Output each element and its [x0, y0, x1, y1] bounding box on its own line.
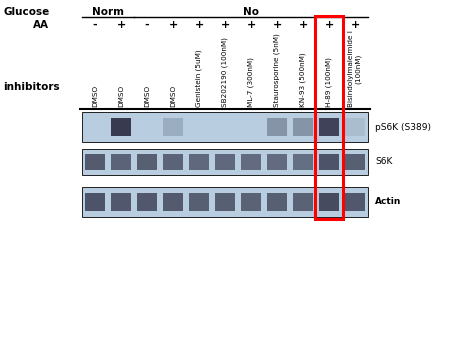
Text: -: -	[93, 20, 97, 30]
Text: +: +	[299, 20, 308, 30]
Text: DMSO: DMSO	[170, 85, 176, 107]
Bar	[82, 112, 368, 142]
Text: DMSO: DMSO	[144, 85, 150, 107]
Text: ML-7 (300nM): ML-7 (300nM)	[248, 57, 254, 107]
Bar	[319, 193, 339, 211]
Bar	[319, 154, 339, 170]
Text: Staurosporine (5nM): Staurosporine (5nM)	[274, 33, 280, 107]
Bar	[111, 154, 131, 170]
Bar	[345, 118, 365, 136]
Bar	[293, 193, 313, 211]
Text: +: +	[220, 20, 230, 30]
Bar	[85, 193, 105, 211]
Text: +: +	[194, 20, 204, 30]
Text: +: +	[116, 20, 126, 30]
Bar	[163, 193, 183, 211]
Text: Norm: Norm	[92, 7, 124, 17]
Bar	[345, 193, 365, 211]
Text: AA: AA	[33, 20, 49, 30]
Bar	[267, 118, 287, 136]
Text: SB202190 (100nM): SB202190 (100nM)	[222, 37, 228, 107]
Bar	[241, 193, 261, 211]
Bar	[163, 154, 183, 170]
Bar	[293, 154, 313, 170]
Bar	[267, 154, 287, 170]
Bar	[163, 118, 183, 136]
Text: +: +	[272, 20, 282, 30]
Text: Actin: Actin	[375, 197, 401, 207]
Text: +: +	[325, 20, 333, 30]
Bar	[345, 154, 365, 170]
Bar	[215, 193, 235, 211]
Text: -: -	[145, 20, 149, 30]
Bar	[137, 193, 157, 211]
Text: S6K: S6K	[375, 157, 392, 166]
Bar	[241, 154, 261, 170]
Bar	[293, 118, 313, 136]
Text: pS6K (S389): pS6K (S389)	[375, 123, 431, 131]
Text: +: +	[168, 20, 178, 30]
Text: DMSO: DMSO	[118, 85, 124, 107]
Bar	[267, 193, 287, 211]
Text: KN-93 (500nM): KN-93 (500nM)	[300, 52, 306, 107]
Text: DMSO: DMSO	[92, 85, 98, 107]
Bar	[111, 193, 131, 211]
Bar	[189, 154, 209, 170]
Bar	[319, 118, 339, 136]
Text: +: +	[246, 20, 256, 30]
Bar	[189, 193, 209, 211]
Text: +: +	[350, 20, 359, 30]
Text: No: No	[243, 7, 259, 17]
Text: Glucose: Glucose	[3, 7, 49, 17]
Bar	[82, 187, 368, 217]
Bar	[215, 154, 235, 170]
Bar	[111, 118, 131, 136]
Bar	[315, 16, 343, 219]
Text: Bisindolylmaleimide I
(100nM): Bisindolylmaleimide I (100nM)	[348, 30, 362, 107]
Bar	[85, 154, 105, 170]
Text: Genistein (5uM): Genistein (5uM)	[196, 50, 202, 107]
Bar	[82, 149, 368, 175]
Bar	[137, 154, 157, 170]
Text: inhibitors: inhibitors	[3, 82, 60, 92]
Text: H-89 (100nM): H-89 (100nM)	[326, 57, 332, 107]
